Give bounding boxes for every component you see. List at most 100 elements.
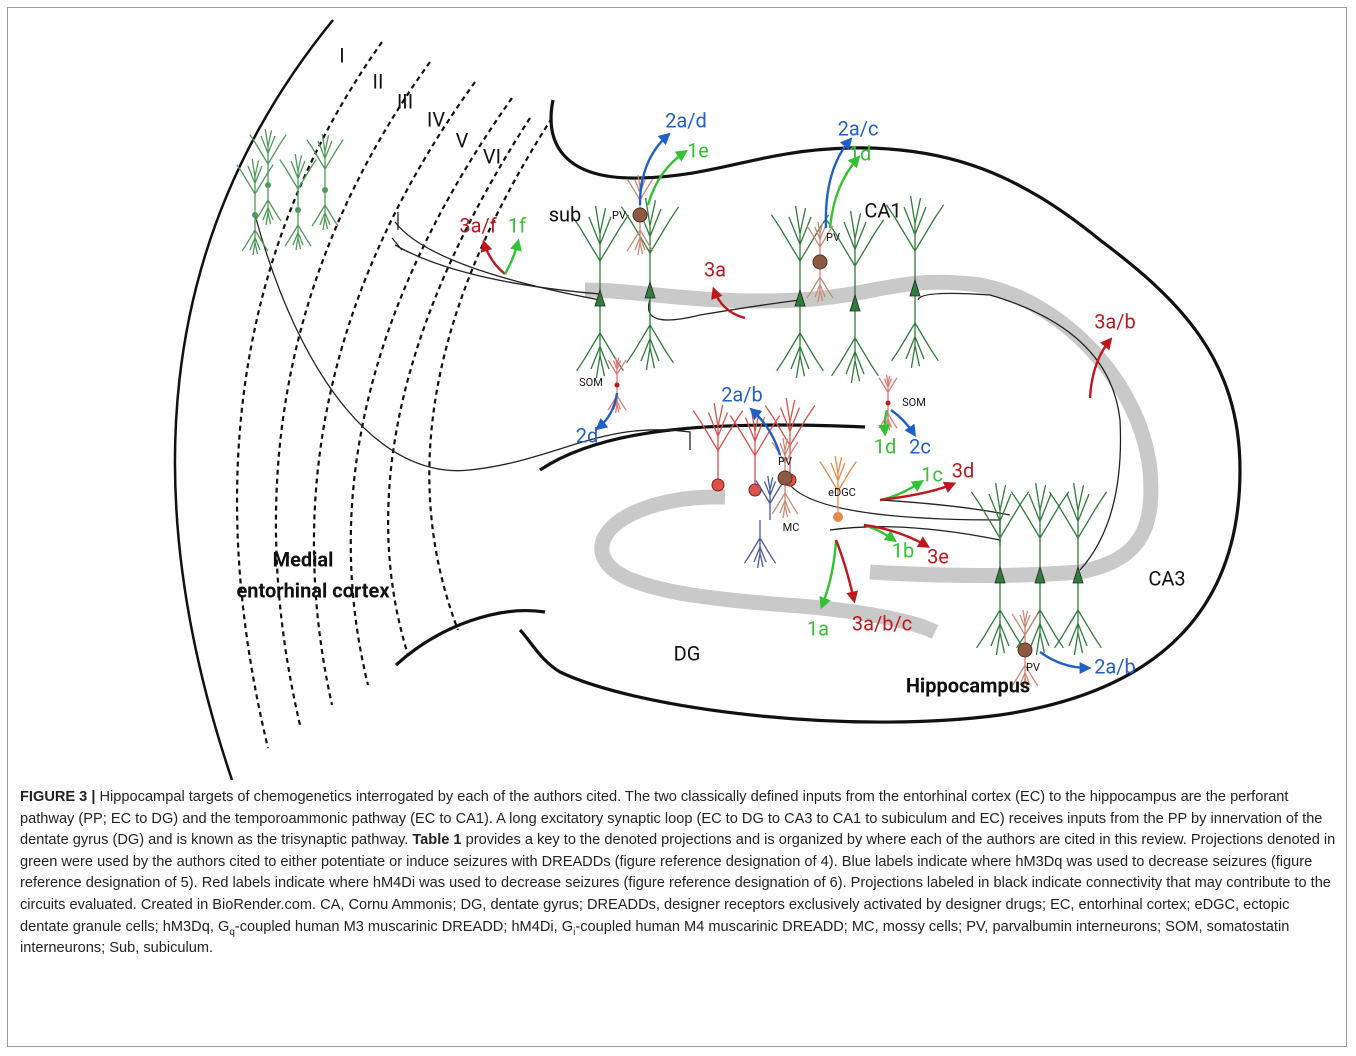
- dendrite: [832, 311, 879, 383]
- neuron: [777, 306, 824, 378]
- soma: [833, 512, 843, 522]
- projection-label: 2a/b: [721, 382, 763, 406]
- soma: [712, 479, 724, 491]
- projection-label: 1d: [874, 434, 897, 458]
- page: IIIIIIIVVVIsubCA1CA3DGHippocampusMediale…: [0, 0, 1356, 1056]
- neuron: [892, 296, 939, 368]
- cell-label: SOM: [579, 376, 603, 389]
- region-label: CA3: [1148, 566, 1185, 590]
- dendrite: [892, 296, 939, 368]
- axons: [255, 212, 1121, 570]
- cell-label: PV: [826, 231, 840, 244]
- layer-label: III: [397, 89, 413, 113]
- figure-label: FIGURE 3 |: [20, 789, 95, 805]
- cell-label: PV: [612, 209, 626, 222]
- soma: [252, 212, 258, 218]
- layer-label: V: [456, 128, 469, 152]
- neuron: [693, 403, 742, 479]
- caption-text: G: [218, 919, 229, 935]
- projection-label: 2d: [576, 423, 599, 447]
- dendrite: [285, 210, 311, 250]
- dendrite: [627, 298, 674, 370]
- region-label: Medial: [273, 547, 334, 571]
- projection-label: 2a/b: [1094, 654, 1136, 678]
- projection-label: 3d: [952, 458, 975, 482]
- projection-label: 3a: [704, 257, 726, 281]
- projection-label: 2a/c: [838, 116, 879, 140]
- projection-arrow: [822, 540, 836, 606]
- neuron: [832, 311, 879, 383]
- projection-arrow: [640, 135, 668, 205]
- dendrite: [744, 520, 775, 568]
- dendrite: [280, 154, 316, 210]
- projection-arrow: [880, 484, 953, 500]
- neuron: [621, 198, 678, 286]
- neuron: [1049, 483, 1106, 571]
- projection-label: 1a: [807, 616, 829, 640]
- region-label: sub: [549, 202, 582, 226]
- projection-label: 3a/b: [1094, 309, 1136, 333]
- projection-label: 1f: [508, 213, 526, 237]
- region-label: Hippocampus: [906, 673, 1030, 697]
- layer-label: IV: [427, 107, 445, 131]
- cortex-edge: [175, 20, 333, 780]
- dendrite: [255, 185, 281, 225]
- table-reference: Table 1: [412, 832, 461, 848]
- soma: [886, 401, 891, 406]
- soma: [778, 471, 792, 485]
- cell-label: PV: [1026, 661, 1040, 674]
- neuron: [744, 520, 775, 568]
- soma: [813, 255, 827, 269]
- projection-label: 2a/d: [665, 108, 707, 132]
- neuron: [1011, 483, 1068, 571]
- layer-label: VI: [483, 144, 501, 168]
- dendrite: [971, 483, 1028, 571]
- projection-arrow: [1040, 652, 1088, 668]
- projection-label: 2c: [909, 434, 931, 458]
- soma: [1018, 643, 1032, 657]
- region-label: DG: [674, 641, 701, 665]
- layer-boundaries: [237, 42, 552, 748]
- neuron: [971, 483, 1028, 571]
- projection-arrow: [836, 540, 854, 600]
- caption-text: -coupled human M3 muscarinic DREADD; hM4…: [235, 919, 558, 935]
- dendrite: [777, 306, 824, 378]
- neuron: [730, 408, 779, 484]
- projection-label: 1e: [687, 138, 709, 162]
- dendrite: [1011, 483, 1068, 571]
- dendrite: [693, 403, 742, 479]
- dendrite: [242, 215, 268, 255]
- neuron: [977, 583, 1024, 655]
- projection-label: 3a/b/c: [852, 611, 912, 635]
- region-label: entorhinal cortex: [236, 578, 390, 602]
- cell-label: SOM: [902, 396, 926, 409]
- caption-text: G: [562, 919, 573, 935]
- projection-arrow: [484, 243, 505, 274]
- dendrite: [977, 583, 1024, 655]
- soma: [295, 207, 301, 213]
- soma: [322, 187, 328, 193]
- soma: [265, 182, 271, 188]
- layer-label: II: [373, 69, 384, 93]
- neurons: [237, 129, 1107, 690]
- neuron: [285, 210, 311, 250]
- layer-label: I: [339, 43, 344, 67]
- projection-label: 3e: [927, 544, 949, 568]
- projection-arrow: [891, 410, 914, 434]
- dendrite: [621, 198, 678, 286]
- projection-label: 1c: [921, 462, 943, 486]
- projection-label: 1d: [849, 141, 872, 165]
- projection-arrow: [826, 140, 850, 228]
- dendrite: [879, 403, 897, 431]
- projection-arrow: [505, 242, 518, 274]
- neuron: [879, 403, 897, 431]
- neuron: [255, 185, 281, 225]
- figure-caption: FIGURE 3 | Hippocampal targets of chemog…: [20, 787, 1338, 960]
- soma: [615, 383, 620, 388]
- neuron: [280, 154, 316, 210]
- neuron: [627, 298, 674, 370]
- cell-label: PV: [778, 455, 792, 468]
- dendrite: [730, 408, 779, 484]
- neuron: [242, 215, 268, 255]
